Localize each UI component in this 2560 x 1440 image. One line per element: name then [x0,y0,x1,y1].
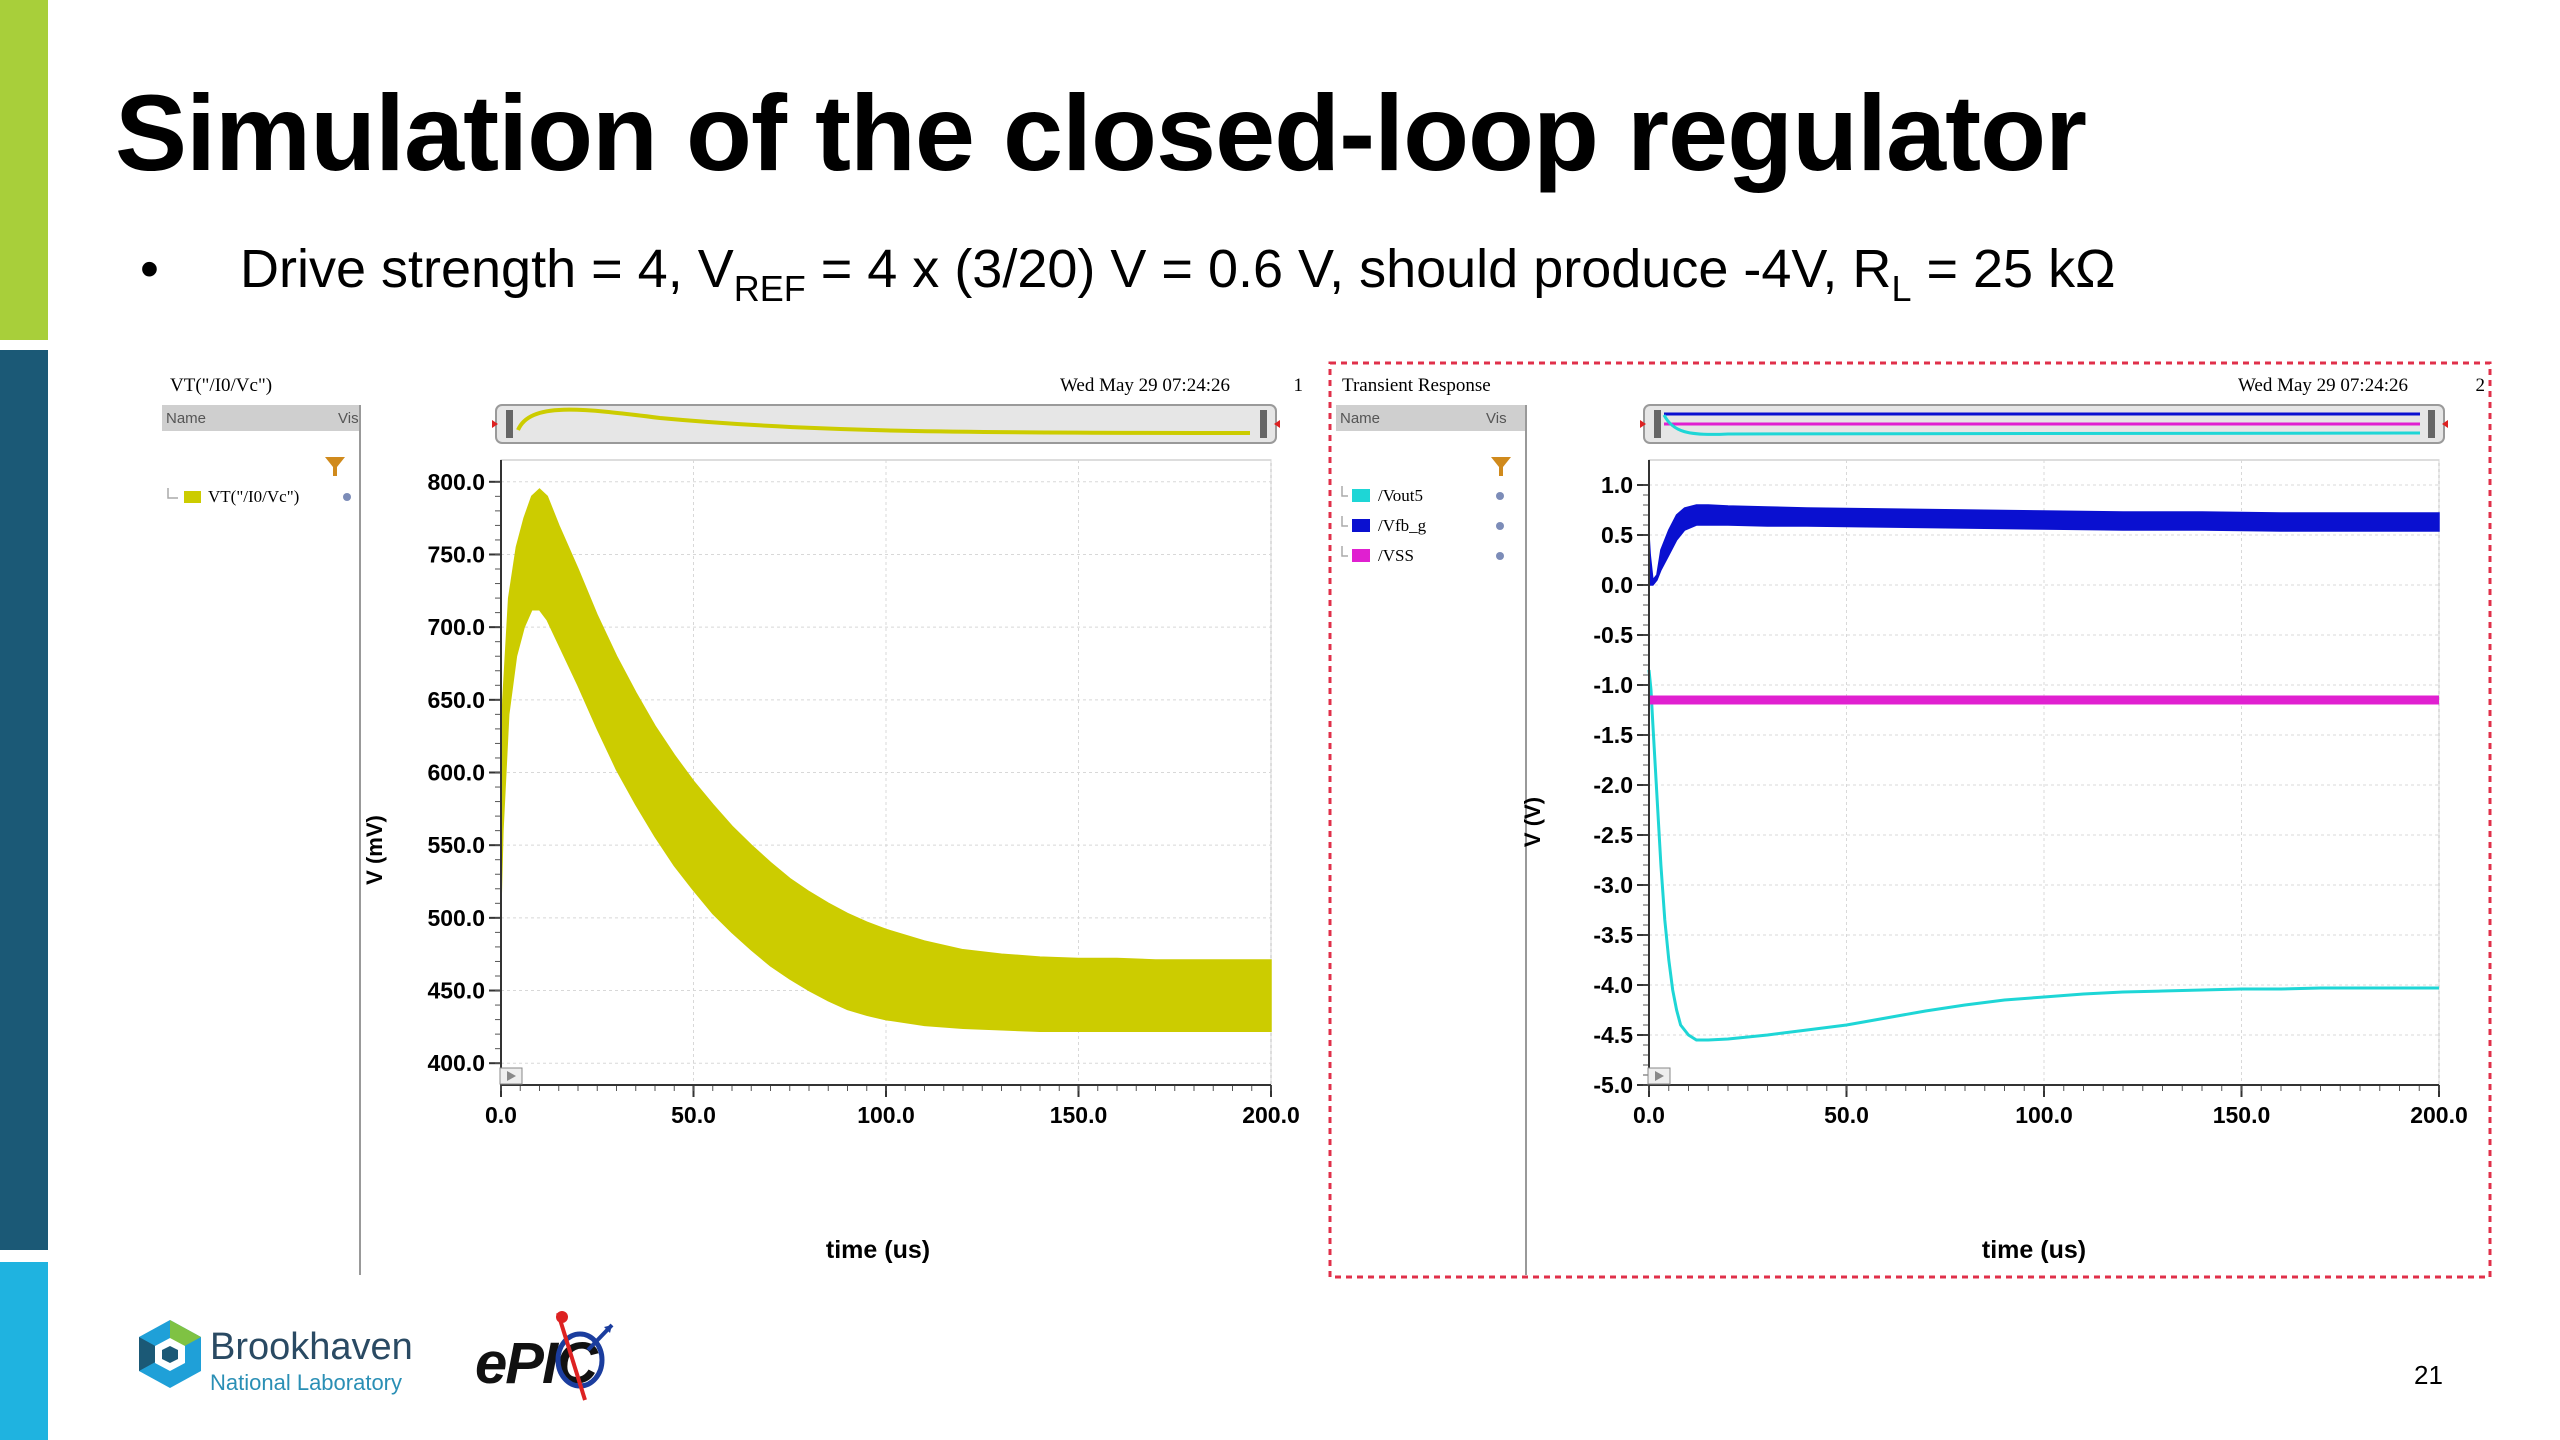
x-tick-label: 100.0 [2015,1102,2073,1128]
bnl-subtitle: National Laboratory [210,1370,403,1395]
x-tick-label: 150.0 [2213,1102,2271,1128]
eye-icon[interactable] [1496,552,1504,560]
x-tick-label: 0.0 [485,1102,517,1128]
x-tick-label: 200.0 [2410,1102,2468,1128]
right-y-axis-label: V (V) [1520,797,1545,847]
right-legend-item-vout5[interactable]: /Vout5 [1341,486,1504,505]
y-tick-label: 550.0 [427,832,485,858]
left-legend-header [162,405,360,431]
y-tick-label: 650.0 [427,687,485,713]
y-tick-label: 800.0 [427,469,485,495]
y-tick-label: -2.5 [1593,822,1633,848]
y-tick-label: -1.5 [1593,722,1633,748]
left-timestamp: Wed May 29 07:24:26 [1060,375,1230,396]
bullet-text-2: = 4 x (3/20) V = 0.6 V, should produce -… [805,239,1892,299]
right-y-ticks: 1.0 0.5 0.0 -0.5 -1.0 -1.5 -2.0 -2.5 -3.0 -3.5 -4.… [1593,460,1650,1098]
right-legend-header [1336,405,1526,431]
eye-icon[interactable] [1496,492,1504,500]
bnl-hexagon-icon [139,1320,201,1388]
y-tick-label: -5.0 [1593,1072,1633,1098]
y-tick-label: 700.0 [427,614,485,640]
bullet-text-1: Drive strength = 4, V [240,239,734,299]
y-tick-label: 1.0 [1601,472,1633,498]
right-col-name[interactable]: Name [1340,410,1380,427]
y-tick-label: -0.5 [1593,622,1633,648]
right-window-title: Transient Response [1342,375,1491,396]
eye-icon[interactable] [1496,522,1504,530]
right-legend-item-vss[interactable]: /VSS [1341,546,1504,565]
series-vout5-line[interactable] [1647,669,2439,1042]
right-waveform-panel: Transient Response Wed May 29 07:24:26 2… [1328,360,2493,1280]
legend-swatch-vfb [1352,519,1370,532]
right-x-ticks: 0.0 50.0 100.0 150.0 200.0 [1633,1084,2468,1128]
y-tick-label: -3.0 [1593,872,1633,898]
y-tick-label: -2.0 [1593,772,1633,798]
left-filter-icon[interactable] [325,457,345,476]
right-filter-icon[interactable] [1491,457,1511,476]
x-tick-label: 150.0 [1050,1102,1108,1128]
left-legend-label: VT("/I0/Vc") [208,487,299,506]
series-vfb-g-band[interactable] [1648,504,2440,586]
right-overview-scrollbar[interactable] [1640,404,2448,444]
y-tick-label: -4.5 [1593,1022,1633,1048]
y-tick-label: -4.0 [1593,972,1633,998]
x-tick-label: 100.0 [857,1102,915,1128]
y-tick-label: 450.0 [427,978,485,1004]
left-series-layer [500,488,1272,1032]
slide-title: Simulation of the closed-loop regulator [115,72,2087,193]
x-tick-label: 200.0 [1242,1102,1300,1128]
legend-label-vout5: /Vout5 [1378,486,1423,505]
page-number: 21 [2414,1360,2443,1390]
right-legend-item-vfb[interactable]: /Vfb_g [1341,516,1504,535]
legend-swatch-vout5 [1352,489,1370,502]
x-tick-label: 50.0 [671,1102,716,1128]
right-series-layer [1647,504,2440,1042]
left-overview-scrollbar[interactable] [492,404,1280,444]
bnl-name: Brookhaven [210,1326,413,1368]
left-x-axis-label: time (us) [826,1236,930,1264]
bullet-text-3: = 25 kΩ [1911,239,2116,299]
left-y-axis-label: V (mV) [362,815,387,885]
left-legend-item-vc[interactable]: VT("/I0/Vc") [167,487,351,506]
epic-atom-icon [555,1311,614,1401]
y-tick-label: 400.0 [427,1050,485,1076]
left-panel-number: 1 [1294,375,1304,396]
right-panel-number: 2 [2476,375,2486,396]
y-tick-label: -1.0 [1593,672,1633,698]
y-tick-label: 0.0 [1601,572,1633,598]
left-waveform-panel: VT("/I0/Vc") Wed May 29 07:24:26 1 Name … [160,360,1310,1280]
left-corner-play-icon[interactable] [499,1067,523,1085]
left-window-title: VT("/I0/Vc") [170,375,272,396]
y-tick-label: 750.0 [427,541,485,567]
x-tick-label: 0.0 [1633,1102,1665,1128]
bullet-sub-l: L [1891,268,1912,309]
right-col-vis[interactable]: Vis [1486,410,1507,427]
bar-top-green [0,0,48,340]
bullet-marker: • [140,239,159,299]
left-y-ticks: 400.0 450.0 500.0 550.0 600.0 650.0 700.0 750.0… [427,460,502,1085]
y-tick-label: 0.5 [1601,522,1633,548]
eye-icon[interactable] [343,493,351,501]
y-tick-label: 500.0 [427,905,485,931]
bar-bottom-cyan [0,1262,48,1440]
right-timestamp: Wed May 29 07:24:26 [2238,375,2408,396]
legend-label-vfb: /Vfb_g [1378,516,1427,535]
x-tick-label: 50.0 [1824,1102,1869,1128]
legend-swatch-vss [1352,549,1370,562]
bullet-line: • Drive strength = 4, VREF = 4 x (3/20) V… [140,238,2115,310]
selection-border [1328,361,2492,1279]
series-vt-i0-vc-band[interactable] [500,488,1272,1032]
right-corner-play-icon[interactable] [1647,1067,1671,1085]
right-x-axis-label: time (us) [1982,1236,2086,1264]
bar-middle-navy [0,350,48,1250]
left-col-vis[interactable]: Vis [338,410,359,427]
left-col-name[interactable]: Name [166,410,206,427]
y-tick-label: 600.0 [427,760,485,786]
y-tick-label: -3.5 [1593,922,1633,948]
legend-label-vss: /VSS [1378,546,1414,565]
left-legend-swatch [184,491,201,503]
left-x-ticks: 0.0 50.0 100.0 150.0 200.0 [485,1084,1300,1128]
bullet-sub-ref: REF [733,268,806,309]
